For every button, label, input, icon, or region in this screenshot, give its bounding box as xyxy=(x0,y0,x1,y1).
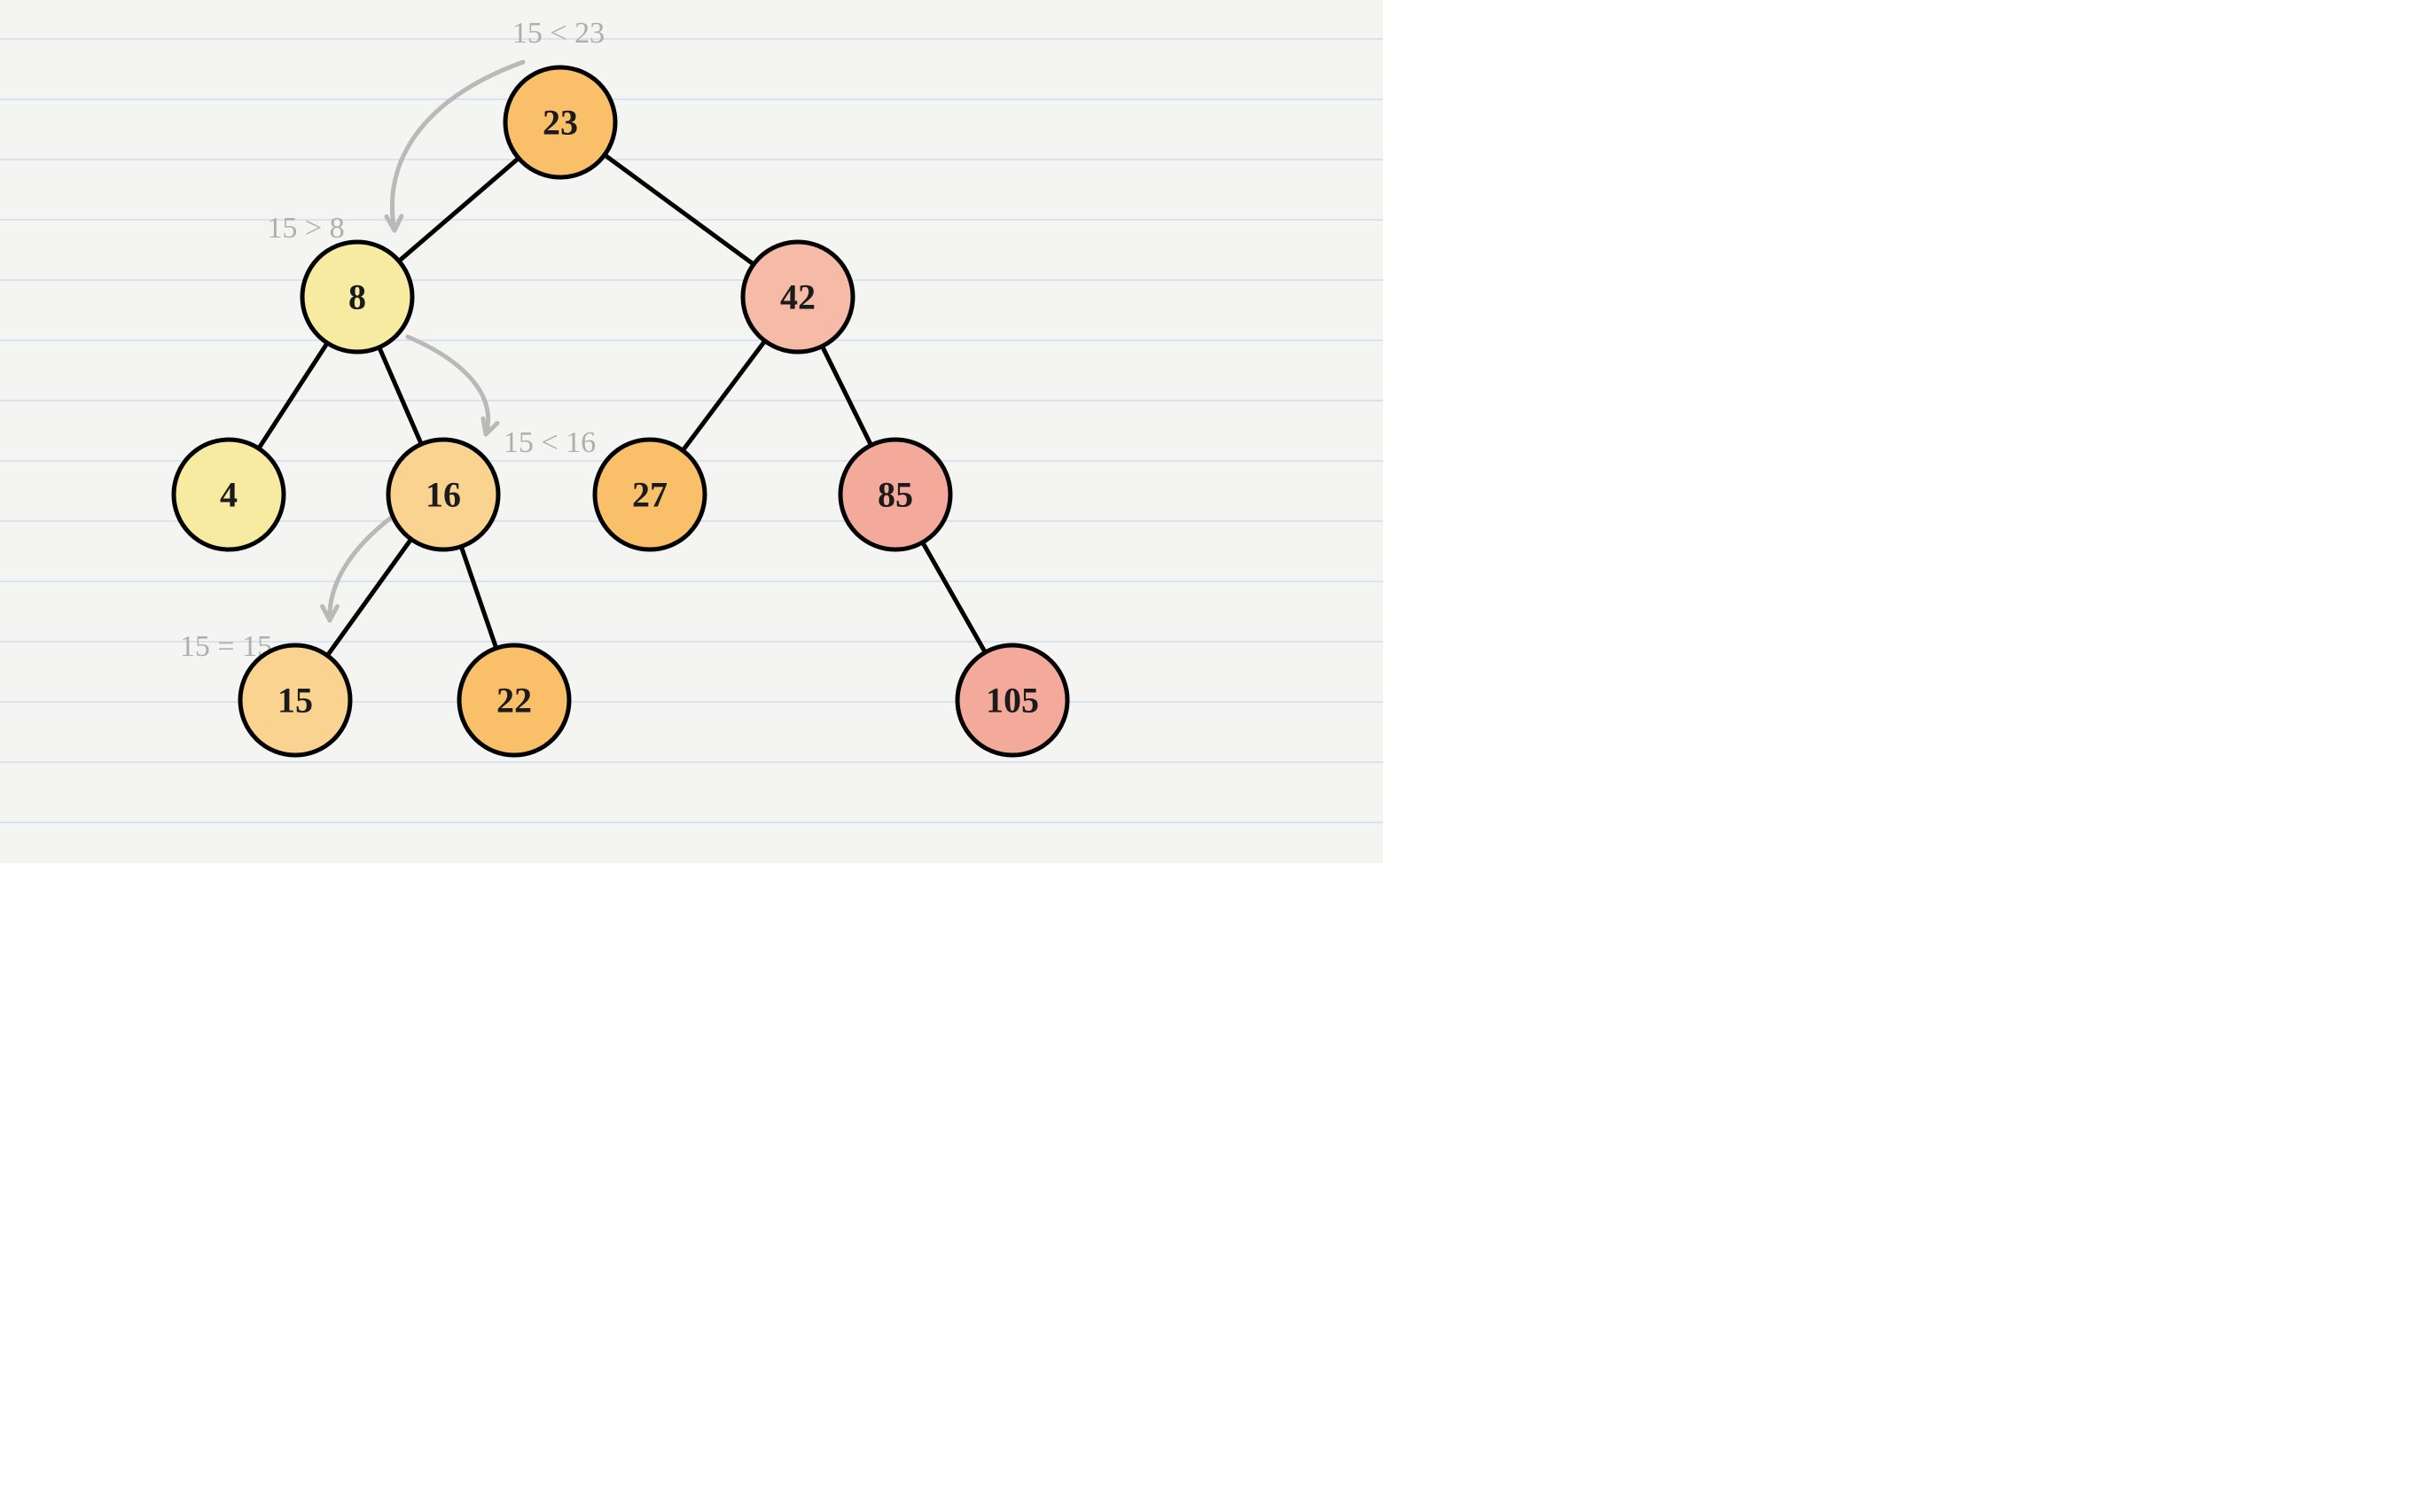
tree-node-label: 16 xyxy=(426,475,461,515)
canvas-background xyxy=(0,0,1383,863)
tree-node-label: 4 xyxy=(220,475,238,515)
background-layer xyxy=(0,0,1383,863)
annotation-label: 15 > 8 xyxy=(267,212,344,245)
tree-node-label: 15 xyxy=(277,681,313,721)
tree-node-label: 22 xyxy=(496,681,532,721)
tree-node-label: 27 xyxy=(632,475,668,515)
annotation-label: 15 < 16 xyxy=(504,426,596,459)
tree-node-4: 4 xyxy=(174,440,284,549)
tree-node-label: 8 xyxy=(348,277,366,317)
tree-node-16: 16 xyxy=(388,440,498,549)
tree-node-label: 23 xyxy=(543,103,578,143)
tree-node-27: 27 xyxy=(595,440,705,549)
tree-node-label: 105 xyxy=(986,681,1039,721)
binary-search-tree-diagram: 15 < 2315 > 815 < 1615 = 15 238424162785… xyxy=(0,0,1383,863)
tree-node-8: 8 xyxy=(302,242,412,352)
annotation-label: 15 < 23 xyxy=(512,17,605,50)
tree-node-15: 15 xyxy=(240,645,350,755)
tree-node-42: 42 xyxy=(743,242,853,352)
tree-node-85: 85 xyxy=(840,440,950,549)
tree-node-105: 105 xyxy=(957,645,1067,755)
tree-node-23: 23 xyxy=(505,67,615,177)
tree-node-label: 85 xyxy=(878,475,913,515)
tree-node-22: 22 xyxy=(459,645,569,755)
tree-node-label: 42 xyxy=(780,277,816,317)
